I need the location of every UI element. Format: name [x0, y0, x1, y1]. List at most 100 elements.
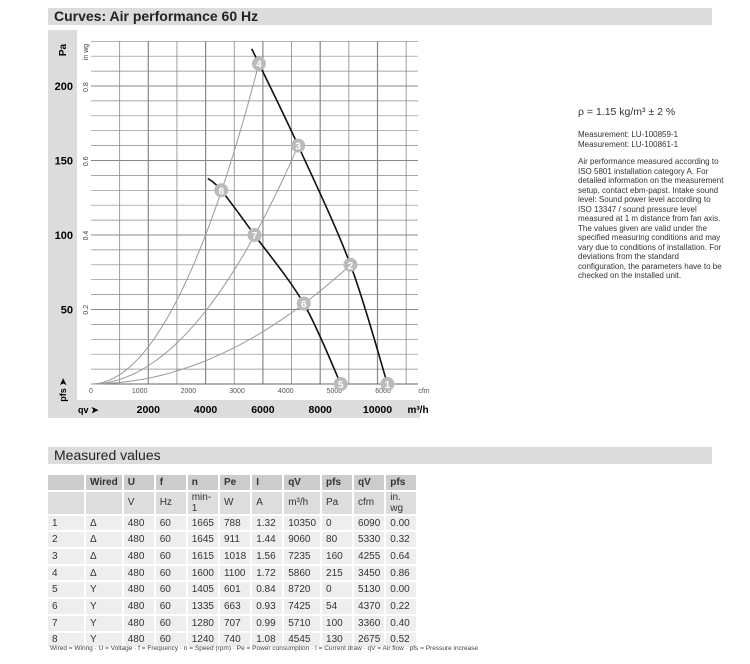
table-cell: 480 [123, 515, 154, 531]
y-axis-bar [48, 30, 77, 400]
table-cell: 911 [219, 532, 251, 548]
table-cell: 663 [219, 599, 251, 614]
table-cell: 1335 [187, 599, 218, 614]
table-footnote: Wired = Wiring · U = Voltage · f = Frequ… [50, 645, 479, 652]
operating-point-marker [343, 257, 358, 272]
table-cell: Δ [86, 549, 122, 564]
operating-point-marker [291, 138, 306, 153]
table-cell: 4 [48, 565, 84, 581]
density-label: ρ = 1.15 kg/m³ ± 2 % [578, 106, 676, 118]
x-cfm-unit: cfm [418, 388, 429, 395]
section-title-curves: Curves: Air performance 60 Hz [48, 8, 712, 25]
table-cell: 1645 [187, 532, 218, 548]
x-cfm-tick-label: 0 [89, 388, 93, 395]
table-cell: cfm [354, 491, 385, 514]
table-cell: Pa [322, 491, 353, 514]
table-cell: 4370 [354, 599, 385, 614]
y-axis-unit: Pa [58, 43, 69, 56]
table-cell: qV [284, 475, 321, 490]
operating-point-label: 2 [348, 261, 354, 272]
table-cell: 6 [48, 599, 84, 614]
table-cell: Y [86, 615, 122, 631]
table-cell: 788 [219, 515, 251, 531]
air-performance-chart: 50 100 150 200 0.2 0.4 0.6 0.8 Pa in wg pfs ➤ 0 1000… [48, 30, 430, 418]
table-cell: 480 [123, 532, 154, 548]
y-tick-label: 200 [55, 81, 73, 93]
table-cell: 0.22 [386, 599, 417, 614]
x-axis-name: qv ➤ [78, 405, 99, 415]
table-cell: Y [86, 582, 122, 598]
table-cell: Hz [155, 491, 186, 514]
table-cell: 0.99 [252, 615, 283, 631]
table-cell: f [155, 475, 186, 490]
y-axis-name: pfs ➤ [58, 378, 68, 402]
table-cell: 1.72 [252, 565, 283, 581]
table-cell: 1 [48, 515, 84, 531]
table-cell: 480 [123, 615, 154, 631]
operating-point-marker [247, 228, 262, 242]
table-cell: 0.00 [386, 515, 417, 531]
y2-axis-unit: in wg [83, 44, 90, 60]
table-cell: n [187, 475, 218, 490]
table-cell: 1.08 [252, 632, 283, 648]
table-cell: pfs [322, 475, 353, 490]
y-tick-label: 50 [61, 305, 73, 317]
table-cell: 5 [48, 582, 84, 598]
table-cell: 0.84 [252, 582, 283, 598]
table-cell: 60 [155, 532, 186, 548]
table-cell: 215 [322, 565, 353, 581]
table-row: 3 Δ 480 60 1615 1018 1.56 7235 160 4255 0.64 [48, 549, 417, 564]
table-cell: 60 [155, 599, 186, 614]
table-cell: 2 [48, 532, 84, 548]
operating-point-label: 7 [252, 231, 258, 242]
operating-point-label: 5 [338, 380, 344, 391]
x-cfm-tick-label: 5000 [327, 388, 343, 395]
system-curve [90, 63, 260, 385]
table-cell: Y [86, 599, 122, 614]
table-cell: 3360 [354, 615, 385, 631]
table-cell: 10350 [284, 515, 321, 531]
table-cell: 1018 [219, 549, 251, 564]
table-cell: 54 [322, 599, 353, 614]
operating-point-marker [296, 296, 311, 311]
table-cell: 1405 [187, 582, 218, 598]
table-cell: V [123, 491, 154, 514]
x-m3h-unit: m³/h [407, 405, 428, 416]
table-cell: U [123, 475, 154, 490]
x-cfm-tick-label: 2000 [181, 388, 197, 395]
table-cell: m³/h [284, 491, 321, 514]
table-cell: 740 [219, 632, 251, 648]
table-cell: 80 [322, 532, 353, 548]
table-cell: 7 [48, 615, 84, 631]
table-cell: 6090 [354, 515, 385, 531]
x-cfm-tick-label: 4000 [278, 388, 294, 395]
x-m3h-tick-label: 4000 [194, 404, 218, 416]
table-cell: 3 [48, 549, 84, 564]
table-cell: 480 [123, 599, 154, 614]
table-row: 8 Y 480 60 1240 740 1.08 4545 130 2675 0.52 [48, 632, 417, 648]
table-cell: 60 [155, 615, 186, 631]
table-cell: 1600 [187, 565, 218, 581]
y2-tick-label: 0.4 [83, 231, 90, 241]
y-tick-label: 150 [55, 156, 73, 168]
table-cell: 1280 [187, 615, 218, 631]
operating-point-marker [251, 56, 266, 71]
table-cell: 601 [219, 582, 251, 598]
table-cell: 5710 [284, 615, 321, 631]
table-cell: 1.32 [252, 515, 283, 531]
table-row: 7 Y 480 60 1280 707 0.99 5710 100 3360 0.40 [48, 615, 417, 631]
table-cell: 5330 [354, 532, 385, 548]
table-cell: 60 [155, 582, 186, 598]
y-tick-label: 100 [55, 230, 73, 242]
table-row: 4 Δ 480 60 1600 1100 1.72 5860 215 3450 0.86 [48, 565, 417, 581]
table-cell [48, 491, 84, 514]
table-cell: min-1 [187, 491, 218, 514]
table-cell: qV [354, 475, 385, 490]
table-cell: 2675 [354, 632, 385, 648]
table-row: 2 Δ 480 60 1645 911 1.44 9060 80 5330 0.32 [48, 532, 417, 548]
x-m3h-tick-label: 2000 [137, 404, 161, 416]
operating-point-marker [214, 183, 229, 198]
table-row: 6 Y 480 60 1335 663 0.93 7425 54 4370 0.22 [48, 599, 417, 614]
table-row: 5 Y 480 60 1405 601 0.84 8720 0 5130 0.00 [48, 582, 417, 598]
